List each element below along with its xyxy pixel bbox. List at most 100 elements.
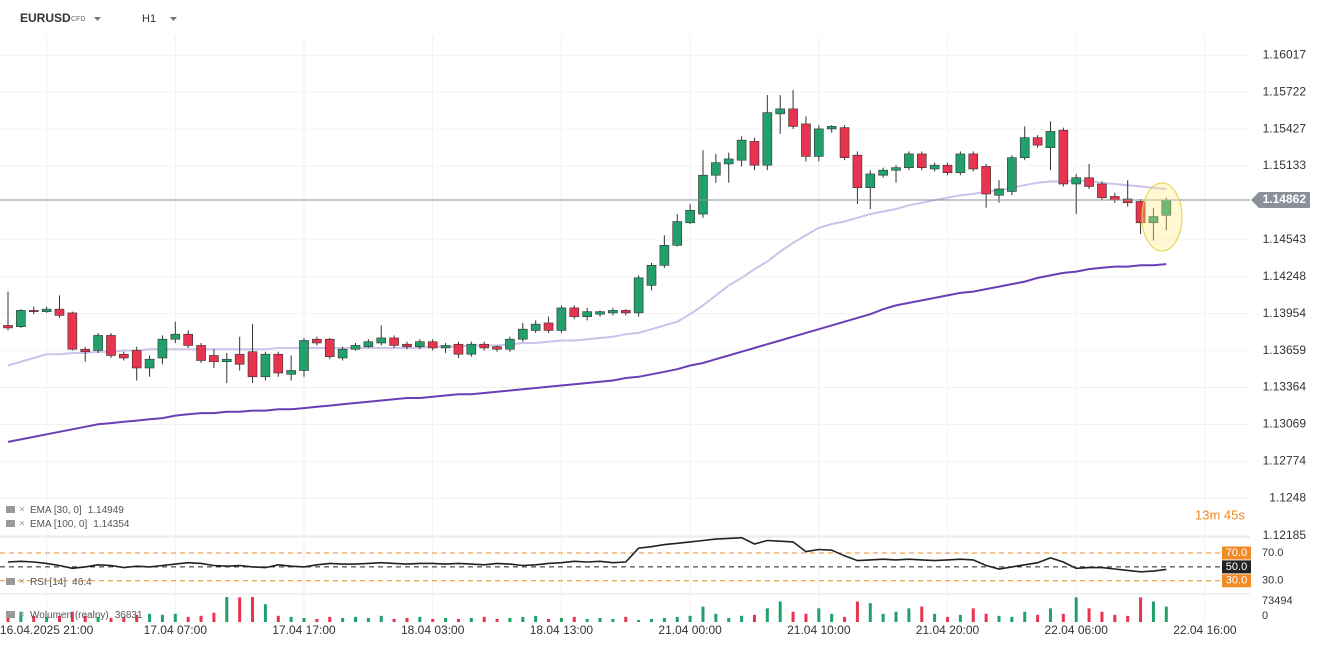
y-tick-label: 30.0	[1262, 575, 1283, 587]
volume-bar	[688, 615, 692, 622]
volume-bar	[276, 615, 280, 622]
volume-bar	[57, 615, 61, 622]
volume-bar	[881, 613, 885, 622]
candle-body	[196, 345, 206, 361]
volume-bar	[662, 617, 666, 622]
volume-bar	[933, 613, 937, 622]
volume-bar	[765, 608, 769, 622]
candle-body	[556, 307, 567, 331]
candle-body	[865, 173, 876, 189]
volume-bar	[263, 604, 267, 622]
x-tick-label: 22.04 16:00	[1173, 623, 1237, 637]
volume-bar	[495, 618, 499, 622]
y-tick-label: 1.13364	[1263, 380, 1307, 394]
volume-bar	[19, 611, 23, 622]
candle-body	[608, 310, 618, 314]
candle-body	[723, 158, 734, 165]
volume-bar	[238, 597, 242, 622]
volume-bar	[1048, 608, 1052, 622]
countdown: 13m 45s	[1195, 507, 1245, 522]
candle-body	[1135, 201, 1146, 224]
volume-bar	[173, 613, 177, 622]
candle-body	[878, 169, 888, 176]
volume-bar	[598, 617, 602, 622]
level-tag	[1222, 546, 1251, 560]
candle-body	[3, 325, 13, 329]
volume-bar	[997, 615, 1001, 622]
candle-body	[620, 310, 631, 314]
interval-dropdown[interactable]	[170, 17, 177, 21]
legend-icon	[6, 578, 15, 585]
candle-body	[569, 307, 580, 317]
candle-body	[106, 335, 116, 356]
highlight	[1141, 182, 1183, 252]
volume-bar	[675, 616, 679, 622]
candle-body	[1097, 183, 1107, 199]
candle-body	[955, 153, 966, 174]
candle-body	[1058, 129, 1069, 185]
y-tick-label: 1.1248	[1269, 490, 1306, 504]
legend-text: EMA [100, 0] 1.14354	[30, 519, 130, 530]
candle-body	[144, 358, 155, 369]
volume-bar	[1087, 608, 1091, 622]
volume-bar	[444, 617, 448, 622]
volume-bar	[122, 616, 126, 622]
volume-bar	[418, 616, 422, 622]
candle-body	[775, 108, 786, 115]
volume-bar	[341, 617, 345, 622]
candle-body	[814, 128, 824, 157]
volume-bar	[791, 611, 795, 622]
instrument-type: CFD	[71, 16, 85, 23]
volume-bar	[186, 616, 190, 622]
volume-bar	[572, 616, 576, 622]
volume-bar	[456, 618, 460, 622]
volume-bar	[920, 606, 924, 622]
volume-bar	[225, 597, 229, 622]
candle-body	[672, 221, 683, 246]
candle-body	[170, 333, 181, 340]
legend-close: ×	[19, 577, 25, 588]
volume-bar	[45, 616, 49, 622]
candle-body	[363, 341, 374, 348]
volume-bar	[83, 615, 87, 622]
candle-body	[891, 167, 901, 171]
candle-body	[440, 345, 451, 349]
volume-bar	[392, 618, 396, 622]
candle-body	[324, 338, 335, 358]
candle-body	[247, 351, 258, 378]
volume-bar	[96, 616, 100, 622]
volume-bar	[289, 616, 293, 622]
symbol-dropdown[interactable]	[94, 17, 101, 21]
volume-bar	[624, 616, 628, 622]
symbol[interactable]: EURUSD	[20, 11, 71, 25]
volume-bar	[521, 616, 525, 622]
candle-body	[801, 123, 811, 157]
legend-text: Wolumen (realny) 36831	[30, 610, 143, 621]
volume-bar	[855, 601, 859, 622]
volume-bar	[727, 617, 731, 622]
level-tag	[1222, 560, 1251, 574]
volume-bar	[1100, 611, 1104, 622]
candle-body	[183, 333, 193, 346]
volume-bar	[585, 618, 589, 622]
volume-bar	[534, 615, 538, 622]
candle-body	[595, 311, 605, 315]
volume-bar	[1010, 616, 1014, 622]
y-tick-label: 1.14543	[1263, 232, 1307, 246]
volume-bar	[984, 613, 988, 622]
candle-body	[131, 350, 142, 369]
volume-bar	[740, 615, 744, 622]
volume-bar	[894, 611, 898, 622]
x-tick-label: 18.04 03:00	[401, 623, 465, 637]
volume-bar	[315, 618, 319, 622]
candle-body	[852, 154, 863, 189]
candle-body	[505, 338, 515, 350]
volume-bar	[405, 617, 409, 622]
legend-close: ×	[19, 505, 25, 516]
y-tick-label: 1.15722	[1263, 85, 1307, 99]
x-tick-label: 17.04 07:00	[144, 623, 208, 637]
price-tag-label: 1.14862	[1263, 192, 1307, 206]
interval[interactable]: H1	[142, 13, 156, 25]
level-tag-label: 70.0	[1226, 547, 1247, 559]
